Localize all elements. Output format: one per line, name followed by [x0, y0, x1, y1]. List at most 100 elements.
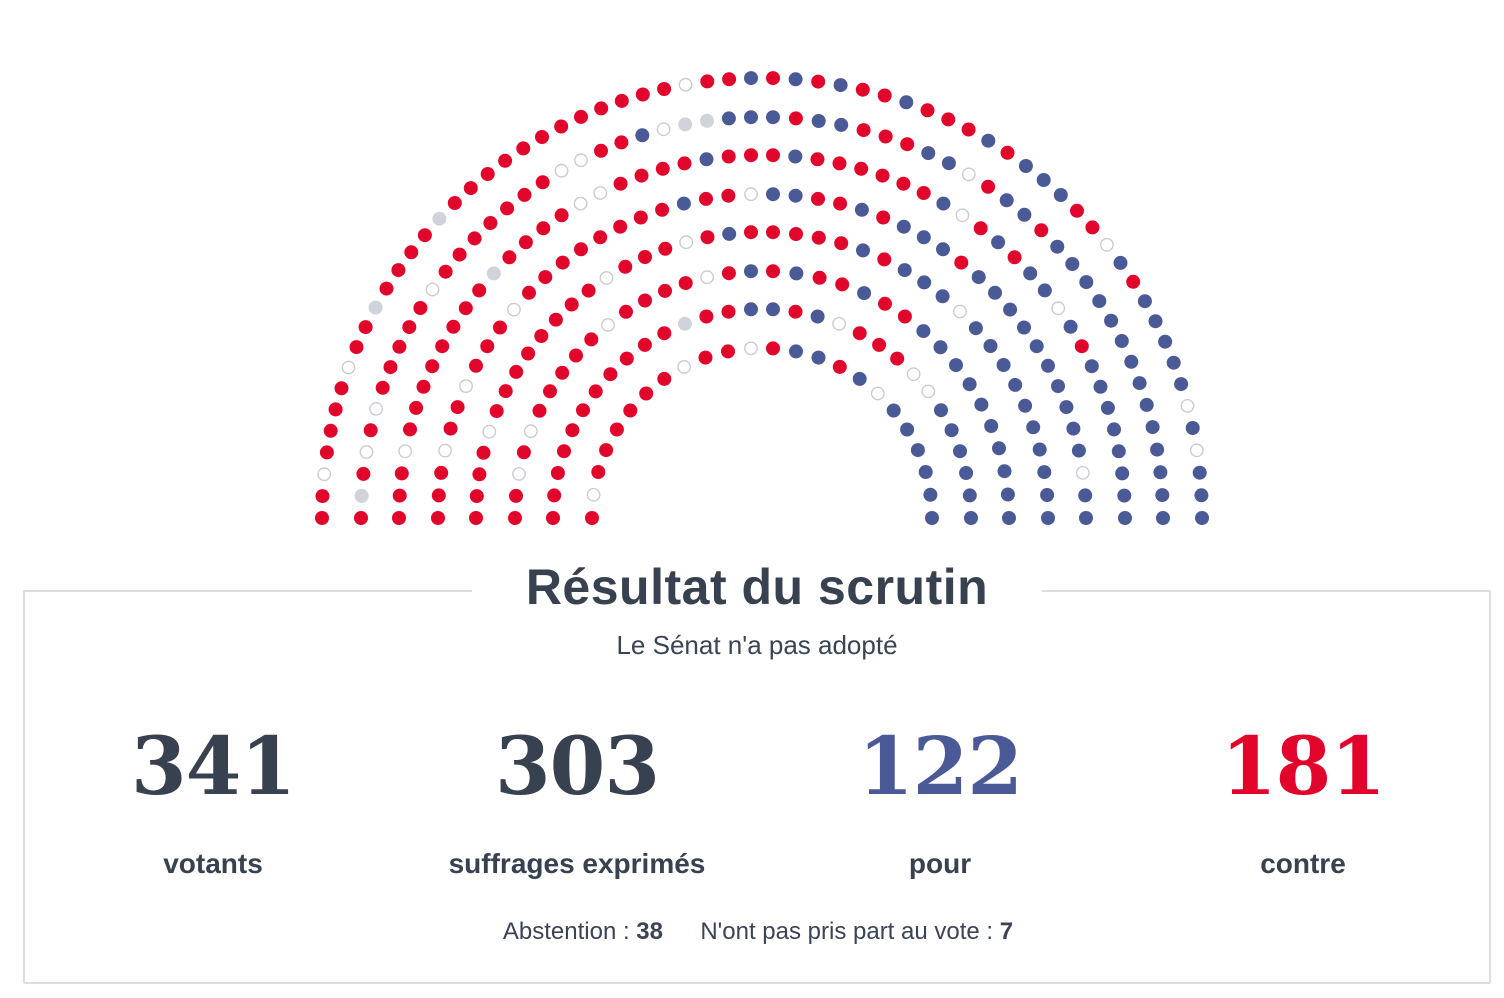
seat-pour [852, 371, 867, 386]
seat-contre [518, 235, 533, 250]
seat-pour [1155, 488, 1170, 503]
seat-contre [766, 148, 780, 163]
seat-non-participation [486, 266, 501, 281]
seat-contre [721, 344, 735, 359]
seat-pour [810, 309, 825, 324]
stat-pour-value: 122 [858, 719, 1023, 813]
seat-pour [896, 219, 911, 234]
seat-contre [469, 489, 484, 504]
vote-footnote: Abstention : 38 N'ont pas pris part au v… [0, 918, 1504, 946]
seat-pour [1036, 173, 1051, 187]
hemicycle-chart [315, 71, 1209, 525]
seat-contre [535, 175, 550, 190]
seat-contre [452, 247, 467, 262]
seat-contre [402, 320, 417, 335]
npp-label: N'ont pas pris part au vote : [700, 918, 994, 945]
seat-contre [875, 168, 890, 183]
seat-contre [1034, 223, 1049, 238]
seat-abstention [459, 379, 473, 393]
seat-non-participation [354, 488, 369, 503]
seat-contre [638, 293, 652, 308]
seat-contre [534, 329, 549, 343]
seat-contre [594, 101, 609, 116]
seat-pour [1018, 159, 1033, 173]
seat-abstention [832, 316, 846, 331]
seat-contre [554, 119, 569, 134]
seat-abstention [677, 359, 692, 374]
seat-pour [983, 339, 998, 353]
seat-pour [949, 358, 963, 373]
seat-pour [1158, 334, 1173, 349]
stat-suffrages: 303 suffrages exprimés [387, 718, 767, 880]
result-title: Résultat du scrutin [472, 556, 1042, 618]
seat-contre [698, 350, 713, 365]
seat-contre [896, 176, 911, 191]
seat-contre [961, 122, 976, 137]
seat-pour [900, 422, 915, 437]
seat-contre [431, 488, 446, 503]
seat-contre [509, 488, 523, 503]
seat-pour [933, 340, 948, 355]
seat-abstention [317, 467, 332, 482]
seat-contre [1000, 145, 1015, 160]
seat-contre [574, 109, 588, 124]
seat-pour [833, 78, 848, 93]
seat-contre [897, 309, 912, 324]
seat-contre [555, 255, 570, 270]
seat-pour [1145, 420, 1160, 435]
seat-contre [591, 465, 606, 479]
seat-abstention [507, 302, 521, 317]
abstention-label: Abstention : [502, 918, 630, 945]
seat-contre [593, 230, 608, 245]
seat-contre [536, 221, 551, 236]
seat-pour [936, 196, 951, 211]
seat-pour [1166, 355, 1181, 370]
seat-contre [502, 250, 517, 265]
seat-abstention [744, 187, 758, 202]
seat-contre [700, 230, 715, 245]
seat-pour [1137, 294, 1152, 309]
seat-contre [1074, 339, 1089, 354]
seat-pour [1017, 320, 1031, 335]
seat-contre [548, 312, 563, 327]
seat-pour [1104, 313, 1119, 328]
seat-pour [635, 128, 650, 143]
seat-contre [834, 236, 849, 251]
seat-contre [877, 88, 892, 103]
seat-abstention [369, 401, 383, 416]
seat-contre [721, 304, 736, 319]
seat-contre [472, 283, 487, 298]
seat-contre [766, 71, 780, 86]
seat-pour [1066, 421, 1081, 436]
seat-pour [1002, 511, 1016, 525]
seat-abstention [523, 424, 538, 439]
seat-contre [450, 400, 465, 415]
seat-contre [425, 359, 440, 374]
seat-contre [557, 444, 571, 459]
seat-pour [1018, 398, 1033, 413]
seat-contre [722, 72, 737, 87]
seat-contre [789, 227, 803, 241]
seat-contre [812, 270, 827, 285]
seat-pour [766, 110, 780, 125]
seat-pour [921, 146, 936, 161]
seat-pour [1148, 314, 1163, 329]
seat-contre [413, 301, 428, 315]
seat-contre [766, 264, 780, 279]
seat-pour [916, 324, 931, 339]
seat-pour [1150, 442, 1165, 457]
seat-abstention [398, 444, 413, 459]
seat-contre [633, 210, 648, 225]
seat-pour [1100, 400, 1115, 415]
seat-abstention [482, 424, 497, 439]
seat-contre [543, 384, 557, 399]
seat-contre [872, 337, 887, 352]
seat-contre [417, 228, 432, 243]
seat-contre [379, 281, 394, 296]
seat-contre [900, 137, 915, 152]
seat-pour [1003, 302, 1018, 317]
seat-abstention [1180, 398, 1195, 413]
seat-contre [472, 467, 487, 482]
seat-pour [766, 187, 780, 202]
seat-contre [916, 186, 931, 200]
